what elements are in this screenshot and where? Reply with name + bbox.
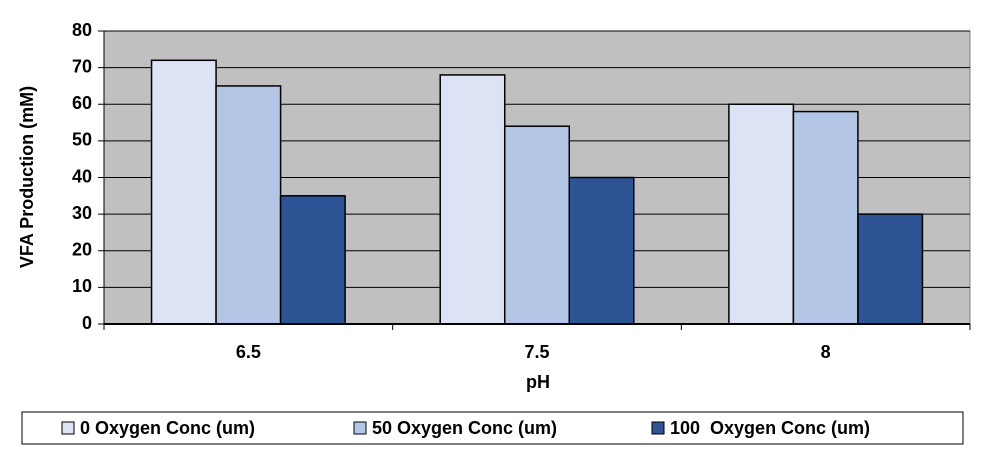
y-tick-label: 10 bbox=[72, 276, 92, 296]
y-tick-label: 70 bbox=[72, 56, 92, 76]
bar bbox=[728, 103, 795, 325]
legend-swatch bbox=[61, 421, 75, 435]
legend-swatch bbox=[353, 421, 367, 435]
bar bbox=[857, 213, 924, 325]
x-tick-label: 6.5 bbox=[236, 342, 261, 362]
bar bbox=[279, 195, 346, 325]
bar bbox=[568, 176, 635, 325]
y-tick-label: 60 bbox=[72, 93, 92, 113]
bar bbox=[215, 85, 282, 325]
x-tick-label: 7.5 bbox=[524, 342, 549, 362]
y-tick-label: 40 bbox=[72, 166, 92, 186]
legend bbox=[21, 411, 964, 445]
legend-label: 100 Oxygen Conc (um) bbox=[670, 418, 870, 438]
y-tick-label: 20 bbox=[72, 240, 92, 260]
y-axis-label: VFA Production (mM) bbox=[17, 86, 37, 268]
x-tick-label: 8 bbox=[821, 342, 831, 362]
y-tick-label: 80 bbox=[72, 20, 92, 40]
y-tick-label: 50 bbox=[72, 130, 92, 150]
bar bbox=[439, 74, 506, 325]
legend-label: 50 Oxygen Conc (um) bbox=[372, 418, 557, 438]
y-tick-label: 0 bbox=[82, 313, 92, 333]
x-axis-label: pH bbox=[526, 372, 550, 392]
bar bbox=[150, 59, 217, 325]
bar bbox=[503, 125, 571, 325]
legend-swatch bbox=[651, 421, 665, 435]
legend-label: 0 Oxygen Conc (um) bbox=[80, 418, 255, 438]
y-tick-label: 30 bbox=[72, 203, 92, 223]
bar bbox=[792, 110, 859, 325]
